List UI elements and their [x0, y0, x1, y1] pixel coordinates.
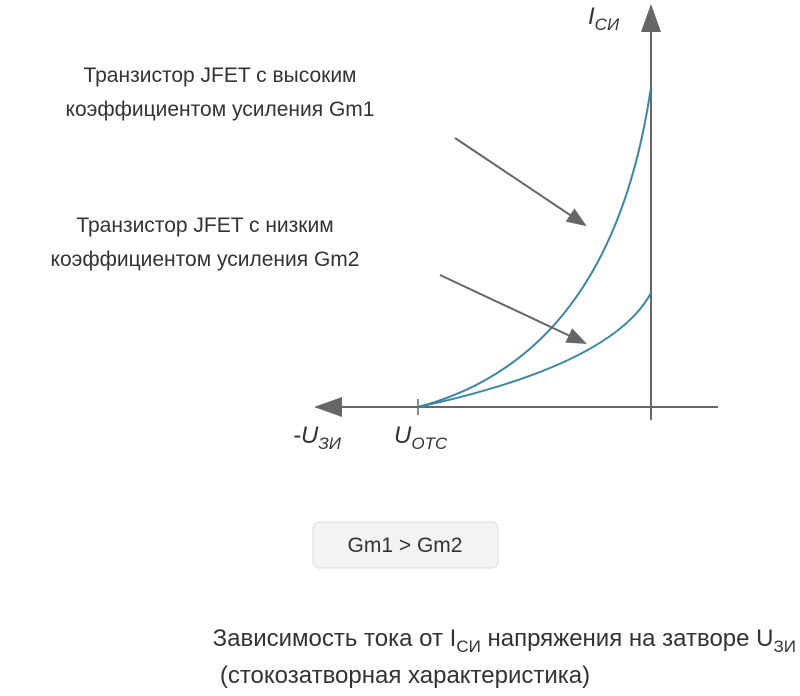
- curve-gm2: [417, 292, 652, 408]
- pointer-arrow: [454, 137, 587, 227]
- label-sub: ОТС: [411, 434, 448, 453]
- label-main: U: [394, 422, 412, 449]
- label-main: -U: [293, 422, 319, 449]
- caption-line: (стокозатворная характеристика): [220, 662, 590, 689]
- caption-sub: ЗИ: [774, 637, 797, 656]
- annotation: Транзистор JFET с низким: [76, 214, 333, 237]
- curve-gm1: [417, 86, 652, 408]
- label-sub: СИ: [595, 15, 620, 34]
- label-main: I: [588, 3, 595, 30]
- caption-text: напряжения на затворе U: [481, 625, 774, 652]
- cutoff-label: UОТС: [394, 422, 448, 453]
- label-sub: ЗИ: [318, 434, 341, 453]
- comparison: Gm1 > Gm2: [348, 534, 463, 557]
- x-axis-label: -UЗИ: [293, 422, 342, 453]
- annotation: коэффициентом усиления Gm1: [66, 98, 375, 121]
- pointer-arrow: [439, 274, 587, 344]
- annotation: Транзистор JFET с высоким: [83, 64, 356, 87]
- comparison-box: [312, 521, 499, 569]
- y-axis-label: IСИ: [588, 3, 620, 34]
- caption-text: Зависимость тока от I: [213, 625, 457, 652]
- annotation: коэффициентом усиления Gm2: [51, 248, 360, 271]
- caption-sub: СИ: [456, 637, 481, 656]
- caption-line: Зависимость тока от IСИ напряжения на за…: [213, 625, 796, 656]
